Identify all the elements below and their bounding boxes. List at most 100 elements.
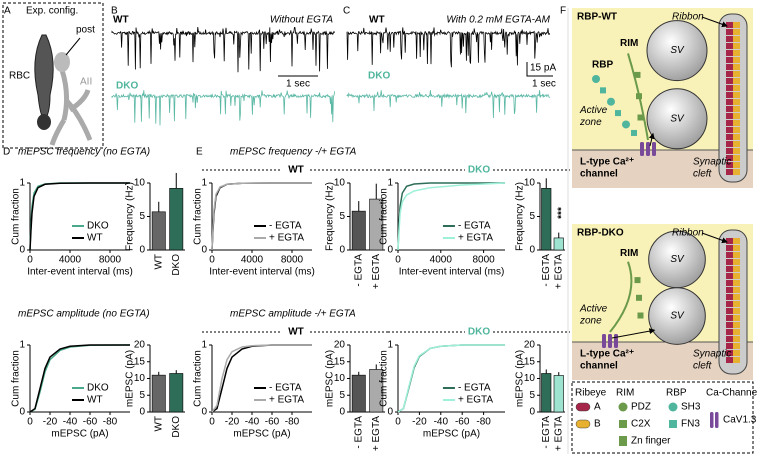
icon xyxy=(669,420,677,428)
legend-label: DKO xyxy=(87,383,109,394)
ribeye-a xyxy=(726,141,733,147)
y-tick-label: 10 xyxy=(524,178,536,189)
ribeye-a xyxy=(726,85,733,91)
y-tick-label: 5 xyxy=(339,211,345,222)
legend-label: + EGTA xyxy=(458,395,493,406)
header: DKO xyxy=(468,327,490,338)
ribeye-a xyxy=(726,22,733,28)
ribeye-a xyxy=(726,294,733,300)
y-tick-label: 5 xyxy=(339,390,345,401)
ribeye-a xyxy=(726,29,733,35)
x-tick-label: -60 xyxy=(455,417,470,428)
x-tick-label: -40 xyxy=(434,417,449,428)
label: zone xyxy=(579,316,602,327)
bar xyxy=(541,373,552,413)
x-tick-label: 0 xyxy=(209,255,215,266)
scale-label: 1 sec xyxy=(286,79,310,90)
ribeye-a xyxy=(726,106,733,112)
x-tick-label: - EGTA xyxy=(541,254,552,287)
ribeye-b xyxy=(733,85,740,91)
condition: Without EGTA xyxy=(270,15,333,26)
condition: With 0.2 mM EGTA-AM xyxy=(446,15,550,26)
ribeye-b xyxy=(733,301,740,307)
x-tick-label: 4000 xyxy=(430,255,453,266)
arrow xyxy=(611,328,656,339)
bar xyxy=(351,210,366,251)
x-tick-label: DKO xyxy=(171,254,182,276)
label: Ribbon xyxy=(672,12,704,23)
ribeye-b xyxy=(733,169,740,175)
bar xyxy=(553,237,564,251)
ribeye-b xyxy=(733,29,740,35)
pipette xyxy=(65,37,81,56)
icon xyxy=(575,402,591,412)
y-tick-label: 0 xyxy=(529,407,535,418)
ribeye-a xyxy=(726,308,733,314)
y-tick-label: 10 xyxy=(524,373,536,384)
ribeye-a xyxy=(726,350,733,356)
recording-trace xyxy=(346,90,551,119)
x-tick-label: 0 xyxy=(395,417,401,428)
cdf-line xyxy=(29,182,130,251)
ribeye-a xyxy=(726,343,733,349)
icon xyxy=(618,402,628,412)
legend-item: SH3 xyxy=(681,402,701,413)
rim-domain xyxy=(636,93,642,100)
ribeye-b xyxy=(733,148,740,154)
legend-box xyxy=(571,381,754,454)
y-tick-label: 0 xyxy=(339,407,345,418)
legend-heading: RIM xyxy=(616,388,634,399)
vesicle-label: SV xyxy=(670,45,685,56)
y-tick-label: 20 xyxy=(334,340,346,351)
y-tick-label: 10 xyxy=(134,178,146,189)
legend-label: - EGTA xyxy=(269,383,302,394)
y-tick-label: 5 xyxy=(139,211,145,222)
ribeye-b xyxy=(733,252,740,258)
ribeye-a xyxy=(726,238,733,244)
ribeye-a xyxy=(726,336,733,342)
ribeye-b xyxy=(733,266,740,272)
ribeye-a xyxy=(726,99,733,105)
ribeye-b xyxy=(733,99,740,105)
ribeye-b xyxy=(733,357,740,363)
legend-heading: RBP xyxy=(666,388,687,399)
x-tick-label: + EGTA xyxy=(553,254,564,289)
ribeye-b xyxy=(733,120,740,126)
y-tick-label: 15 xyxy=(334,356,346,367)
legend-label: - EGTA xyxy=(458,221,491,232)
bar xyxy=(169,188,184,251)
x-tick-label: + EGTA xyxy=(371,254,382,289)
genotype: DKO xyxy=(368,71,390,82)
ribeye-b xyxy=(733,273,740,279)
ribeye-b xyxy=(733,134,740,140)
y-tick-label: 0 xyxy=(201,407,207,418)
scale-bar xyxy=(526,62,553,77)
cdf-line xyxy=(29,344,130,413)
y-tick-label: 5 xyxy=(529,211,535,222)
ribeye-a xyxy=(726,266,733,272)
y-tick-label: 20 xyxy=(524,340,536,351)
chart-title: mEPSC frequency -/+ EGTA xyxy=(230,147,357,158)
bar xyxy=(169,373,184,413)
panel-title: Exp. config. xyxy=(26,6,78,17)
y-tick-label: 10 xyxy=(134,373,146,384)
ribeye-a xyxy=(726,57,733,63)
cell-label: AII xyxy=(80,77,92,88)
ribeye-b xyxy=(733,71,740,77)
x-axis-label: mEPSC (pA) xyxy=(233,429,290,440)
label: RIM xyxy=(620,38,638,49)
x-tick-label: 0 xyxy=(209,417,215,428)
ribeye-a xyxy=(726,134,733,140)
label: RIM xyxy=(620,248,638,259)
header: WT xyxy=(288,327,304,338)
significance: *** xyxy=(556,207,567,219)
x-tick-label: -60 xyxy=(83,417,98,428)
vesicle xyxy=(646,20,708,82)
ribeye-b xyxy=(733,57,740,63)
ca-channel xyxy=(652,142,656,156)
recording-trace xyxy=(346,27,551,68)
rbp-domain xyxy=(631,129,637,136)
icon xyxy=(619,436,627,446)
